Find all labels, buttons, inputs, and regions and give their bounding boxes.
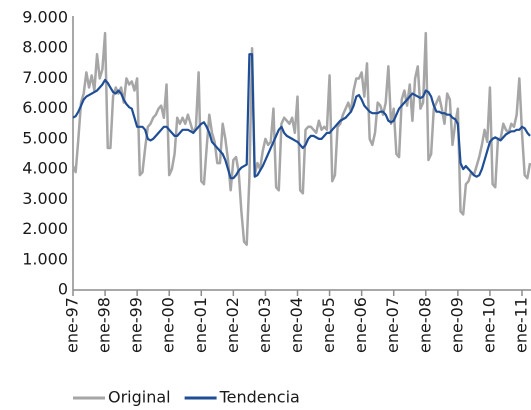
- x-tick-label: ene-04: [287, 297, 306, 353]
- x-tick-label: ene-99: [127, 297, 146, 353]
- y-tick-label: 3.000: [22, 189, 68, 208]
- y-tick-label: 9.000: [22, 8, 68, 27]
- legend-label: Original: [108, 388, 171, 407]
- y-tick-label: 4.000: [22, 159, 68, 178]
- x-tick-label: ene-07: [383, 297, 402, 353]
- y-tick-label: 8.000: [22, 38, 68, 57]
- x-tick-label: ene-11: [512, 297, 531, 353]
- x-tick-label: ene-01: [191, 297, 210, 353]
- x-tick-label: ene-98: [95, 297, 114, 353]
- x-tick-label: ene-97: [63, 297, 82, 353]
- y-tick-label: 7.000: [22, 68, 68, 87]
- y-tick-label: 2.000: [22, 219, 68, 238]
- x-tick-label: ene-05: [319, 297, 338, 353]
- x-tick-label: ene-08: [415, 297, 434, 353]
- x-tick-label: ene-09: [447, 297, 466, 353]
- x-tick-label: ene-06: [351, 297, 370, 353]
- y-tick-label: 5.000: [22, 128, 68, 147]
- legend-label: Tendencia: [219, 388, 300, 407]
- x-tick-label: ene-02: [223, 297, 242, 353]
- line-tendencia: [72, 53, 531, 180]
- y-tick-label: 0: [58, 280, 68, 299]
- x-tick-label: ene-10: [479, 297, 498, 353]
- x-tick-label: ene-03: [255, 297, 274, 353]
- y-tick-label: 6.000: [22, 98, 68, 117]
- x-tick-label: ene-00: [159, 297, 178, 353]
- y-tick-label: 1.000: [22, 249, 68, 268]
- line-original: [71, 31, 531, 246]
